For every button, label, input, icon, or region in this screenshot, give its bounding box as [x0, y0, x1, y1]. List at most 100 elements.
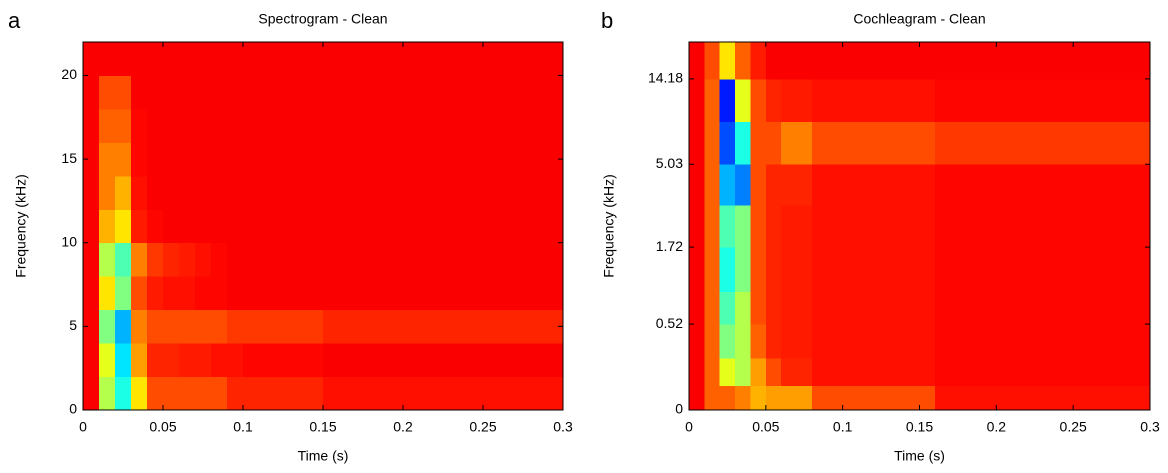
heatmap-cell — [919, 164, 936, 206]
heatmap-cell — [531, 108, 548, 143]
heatmap-cell — [515, 309, 532, 344]
heatmap-cell — [483, 142, 500, 177]
heatmap-cell — [115, 142, 132, 177]
heatmap-cell — [980, 205, 997, 248]
heatmap-cell — [339, 343, 356, 378]
heatmap-cell — [934, 205, 951, 248]
heatmap-cell — [243, 108, 260, 143]
heatmap-cell — [435, 276, 452, 311]
x-tick-label: 0 — [685, 419, 693, 435]
heatmap-cell — [704, 164, 721, 206]
heatmap-cell — [919, 42, 936, 80]
heatmap-cell — [827, 291, 844, 325]
heatmap-cell — [1088, 324, 1105, 359]
heatmap-cell — [403, 75, 420, 110]
heatmap-cell — [765, 385, 782, 411]
y-tick-label: 0 — [675, 401, 683, 417]
heatmap-cell — [547, 175, 564, 210]
heatmap-cell — [996, 247, 1013, 293]
heatmap-cell — [689, 42, 705, 80]
heatmap-cell — [307, 75, 324, 110]
heatmap-cell — [1027, 164, 1043, 206]
y-axis-label: Frequency (kHz) — [13, 174, 29, 277]
heatmap-cell — [1073, 78, 1090, 122]
heatmap-cell — [147, 343, 164, 378]
heatmap-cell — [371, 376, 388, 411]
heatmap-cell — [419, 175, 436, 210]
heatmap-cell — [934, 164, 951, 206]
heatmap-cell — [1042, 247, 1059, 293]
heatmap-cell — [499, 276, 516, 311]
heatmap-cell — [919, 78, 936, 122]
heatmap-cell — [888, 78, 905, 122]
heatmap-cell — [467, 209, 484, 244]
heatmap-cell — [115, 242, 132, 277]
heatmap-cell — [83, 75, 100, 110]
heatmap-cell — [339, 142, 356, 177]
heatmap-cell — [796, 42, 813, 80]
heatmap-cell — [1134, 205, 1151, 248]
heatmap-cell — [547, 75, 564, 110]
heatmap-cell — [467, 175, 484, 210]
heatmap-cell — [765, 205, 782, 248]
heatmap-cell — [195, 209, 212, 244]
heatmap-cell — [811, 121, 828, 165]
heatmap-cell — [750, 291, 767, 325]
heatmap-cell — [147, 242, 164, 277]
heatmap-cell — [873, 121, 890, 165]
heatmap-cell — [163, 376, 180, 411]
heatmap-cell — [1088, 78, 1105, 122]
heatmap-cell — [403, 276, 420, 311]
heatmap-cell — [547, 42, 564, 76]
heatmap-cell — [147, 75, 164, 110]
heatmap-cell — [735, 247, 751, 293]
heatmap-cell — [483, 108, 500, 143]
heatmap-cell — [227, 108, 244, 143]
heatmap-cell — [435, 142, 452, 177]
heatmap-cell — [996, 324, 1013, 359]
heatmap-cell — [888, 385, 905, 411]
heatmap-cell — [1073, 358, 1090, 386]
heatmap-cell — [1042, 42, 1059, 80]
heatmap-cell — [904, 358, 920, 386]
heatmap-cell — [531, 75, 548, 110]
heatmap-cell — [1011, 121, 1028, 165]
heatmap-cell — [1011, 385, 1028, 411]
heatmap-cell — [275, 209, 292, 244]
heatmap-cell — [355, 309, 372, 344]
heatmap-cell — [965, 291, 982, 325]
heatmap-cell — [796, 324, 813, 359]
heatmap-cell — [1011, 247, 1028, 293]
y-tick-label: 20 — [61, 66, 77, 82]
heatmap-cell — [531, 209, 548, 244]
heatmap-cell — [1011, 324, 1028, 359]
heatmap-cell — [919, 205, 936, 248]
heatmap-cell — [243, 209, 260, 244]
heatmap-cell — [689, 324, 705, 359]
heatmap-cell — [1134, 358, 1151, 386]
heatmap-cell — [965, 247, 982, 293]
heatmap-cell — [888, 247, 905, 293]
heatmap-cell — [227, 276, 244, 311]
heatmap-cell — [211, 276, 228, 311]
heatmap-cell — [689, 385, 705, 411]
heatmap-cell — [147, 142, 164, 177]
heatmap-cell — [355, 108, 372, 143]
heatmap-cell — [355, 142, 372, 177]
heatmap-cell — [689, 358, 705, 386]
heatmap-cell — [387, 42, 404, 76]
heatmap-cell — [1011, 78, 1028, 122]
heatmap-cell — [515, 42, 532, 76]
heatmap-cell — [827, 121, 844, 165]
heatmap-cell — [131, 142, 148, 177]
heatmap-cell — [371, 343, 388, 378]
heatmap-cell — [765, 164, 782, 206]
heatmap-cell — [211, 376, 228, 411]
heatmap-cell — [842, 247, 859, 293]
heatmap-cell — [547, 142, 564, 177]
heatmap-cell — [275, 242, 292, 277]
y-tick-label: 15 — [61, 150, 77, 166]
heatmap-cell — [179, 142, 196, 177]
heatmap-cell — [811, 358, 828, 386]
heatmap-cell — [873, 324, 890, 359]
